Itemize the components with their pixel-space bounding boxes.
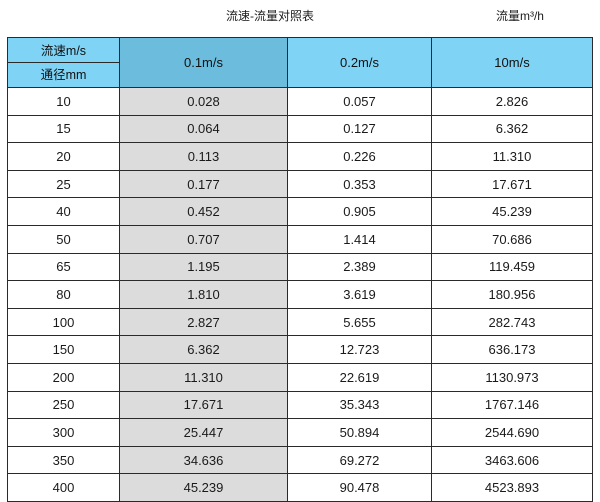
cell-flow-10ms: 2.826 (431, 87, 593, 116)
cell-flow-10ms: 180.956 (431, 280, 593, 309)
cell-flow-0.1ms: 0.452 (119, 197, 288, 226)
cell-flow-0.2ms: 0.127 (287, 114, 432, 144)
cell-flow-0.1ms: 45.239 (119, 473, 288, 502)
cell-flow-0.1ms: 6.362 (119, 335, 288, 364)
cell-flow-0.1ms: 0.028 (119, 87, 288, 116)
cell-diameter: 65 (7, 252, 120, 282)
cell-flow-0.1ms: 17.671 (119, 390, 288, 420)
cell-flow-0.2ms: 0.905 (287, 197, 432, 226)
cell-flow-0.1ms: 34.636 (119, 445, 288, 475)
header-col-0.2ms: 0.2m/s (287, 37, 432, 88)
cell-flow-0.1ms: 0.064 (119, 114, 288, 144)
cell-flow-10ms: 70.686 (431, 224, 593, 254)
cell-flow-0.2ms: 90.478 (287, 473, 432, 502)
cell-diameter: 20 (7, 142, 120, 171)
table-row: 65 1.195 2.389 119.459 (7, 252, 593, 282)
cell-flow-10ms: 1767.146 (431, 390, 593, 420)
table-row: 15 0.064 0.127 6.362 (7, 114, 593, 144)
cell-flow-0.1ms: 11.310 (119, 362, 288, 392)
cell-flow-0.2ms: 0.226 (287, 142, 432, 171)
chart-title: 流速-流量对照表 (226, 9, 314, 23)
cell-flow-0.1ms: 1.195 (119, 252, 288, 282)
cell-flow-0.2ms: 3.619 (287, 280, 432, 309)
cell-flow-10ms: 4523.893 (431, 473, 593, 502)
table-row: 350 34.636 69.272 3463.606 (7, 445, 593, 475)
table-row: 200 11.310 22.619 1130.973 (7, 362, 593, 392)
table-row: 25 0.177 0.353 17.671 (7, 169, 593, 199)
cell-flow-10ms: 282.743 (431, 307, 593, 337)
table-row: 80 1.810 3.619 180.956 (7, 280, 593, 309)
cell-flow-0.1ms: 1.810 (119, 280, 288, 309)
table-row: 250 17.671 35.343 1767.146 (7, 390, 593, 420)
table-row: 300 25.447 50.894 2544.690 (7, 418, 593, 447)
cell-flow-0.1ms: 25.447 (119, 418, 288, 447)
cell-flow-10ms: 45.239 (431, 197, 593, 226)
cell-flow-0.2ms: 22.619 (287, 362, 432, 392)
cell-flow-10ms: 3463.606 (431, 445, 593, 475)
table-row: 10 0.028 0.057 2.826 (7, 87, 593, 116)
cell-diameter: 100 (7, 307, 120, 337)
table-row: 100 2.827 5.655 282.743 (7, 307, 593, 337)
cell-flow-0.1ms: 0.177 (119, 169, 288, 199)
header-col-0.1ms: 0.1m/s (119, 37, 288, 88)
header-corner-cell: 流速m/s 通径mm (7, 37, 120, 88)
cell-flow-0.1ms: 0.113 (119, 142, 288, 171)
cell-diameter: 150 (7, 335, 120, 364)
header-corner-diameter: 通径mm (40, 67, 87, 82)
cell-flow-0.2ms: 50.894 (287, 418, 432, 447)
table-row: 50 0.707 1.414 70.686 (7, 224, 593, 254)
cell-diameter: 200 (7, 362, 120, 392)
unit-label: 流量m³/h (495, 9, 544, 23)
cell-diameter: 400 (7, 473, 120, 502)
table-row: 20 0.113 0.226 11.310 (7, 142, 593, 171)
cell-diameter: 250 (7, 390, 120, 420)
cell-flow-10ms: 2544.690 (431, 418, 593, 447)
cell-flow-10ms: 636.173 (431, 335, 593, 364)
cell-diameter: 350 (7, 445, 120, 475)
cell-diameter: 10 (7, 87, 120, 116)
cell-diameter: 40 (7, 197, 120, 226)
cell-flow-0.2ms: 1.414 (287, 224, 432, 254)
cell-flow-0.1ms: 2.827 (119, 307, 288, 337)
cell-diameter: 25 (7, 169, 120, 199)
cell-flow-0.2ms: 0.353 (287, 169, 432, 199)
cell-flow-10ms: 6.362 (431, 114, 593, 144)
cell-flow-0.2ms: 69.272 (287, 445, 432, 475)
flow-comparison-table: 流速m/s 通径mm 0.1m/s 0.2m/s 10m/s 10 0.028 0.… (7, 37, 593, 502)
titles-bar: 流速-流量对照表 流量m³/h (0, 0, 600, 36)
cell-flow-10ms: 17.671 (431, 169, 593, 199)
table-row: 40 0.452 0.905 45.239 (7, 197, 593, 226)
cell-diameter: 15 (7, 114, 120, 144)
cell-flow-10ms: 1130.973 (431, 362, 593, 392)
cell-flow-0.2ms: 5.655 (287, 307, 432, 337)
cell-flow-10ms: 119.459 (431, 252, 593, 282)
cell-flow-0.2ms: 35.343 (287, 390, 432, 420)
table-row: 400 45.239 90.478 4523.893 (7, 473, 593, 502)
cell-diameter: 300 (7, 418, 120, 447)
table-header-row: 流速m/s 通径mm 0.1m/s 0.2m/s 10m/s (7, 37, 593, 88)
cell-diameter: 50 (7, 224, 120, 254)
header-corner-velocity: 流速m/s (8, 39, 119, 63)
header-col-10ms: 10m/s (431, 37, 593, 88)
cell-flow-10ms: 11.310 (431, 142, 593, 171)
cell-flow-0.2ms: 12.723 (287, 335, 432, 364)
cell-flow-0.2ms: 0.057 (287, 87, 432, 116)
cell-flow-0.2ms: 2.389 (287, 252, 432, 282)
cell-flow-0.1ms: 0.707 (119, 224, 288, 254)
table-row: 150 6.362 12.723 636.173 (7, 335, 593, 364)
cell-diameter: 80 (7, 280, 120, 309)
flow-comparison-table-wrapper: 流速m/s 通径mm 0.1m/s 0.2m/s 10m/s 10 0.028 0.… (7, 37, 593, 502)
